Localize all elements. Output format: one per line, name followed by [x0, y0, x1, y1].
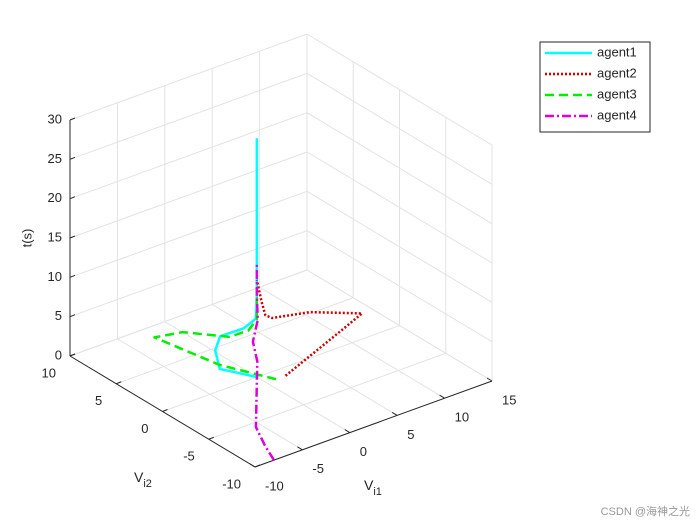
grid-line — [306, 112, 493, 225]
grid-line — [306, 33, 493, 146]
x-axis — [254, 380, 493, 468]
z-axis-label: t(s) — [19, 229, 34, 248]
grid-line — [116, 297, 354, 385]
legend-label: agent4 — [597, 107, 637, 122]
y-tick — [116, 381, 122, 385]
grid-line — [69, 112, 308, 200]
series-line — [251, 264, 276, 461]
x-tick — [249, 463, 256, 468]
z-tick — [69, 156, 76, 160]
y-tick — [69, 353, 76, 357]
x-tick-label: -5 — [312, 461, 324, 476]
x-tick-label: 15 — [502, 392, 516, 407]
grid-line — [306, 190, 493, 303]
x-tick-label: -10 — [265, 478, 284, 493]
z-tick-label: 5 — [55, 308, 62, 323]
y-axis-label: Vi2 — [134, 469, 152, 490]
y-tick-label: 5 — [95, 393, 102, 408]
series-line — [255, 279, 364, 377]
series-line — [213, 138, 259, 379]
grid-line — [306, 230, 493, 343]
z-tick-label: 0 — [55, 347, 62, 362]
y-tick-label: 10 — [42, 365, 56, 380]
y-tick — [208, 436, 214, 440]
x-tick — [486, 377, 493, 382]
legend-label: agent2 — [597, 65, 637, 80]
y-tick — [254, 464, 261, 468]
z-tick — [69, 314, 76, 318]
z-tick-label: 15 — [48, 229, 62, 244]
grid-line — [69, 269, 308, 357]
z-tick — [69, 274, 76, 278]
y-tick — [162, 409, 168, 412]
grid-line — [69, 72, 308, 160]
y-tick-label: -10 — [222, 476, 241, 491]
grid-line — [306, 151, 493, 264]
z-tick-label: 30 — [48, 111, 62, 126]
y-axis-label-sub: i2 — [143, 478, 152, 490]
grid-line — [69, 151, 308, 239]
grid-line — [306, 72, 493, 185]
x-tick-label: 0 — [360, 444, 367, 459]
x-axis-label-base: V — [364, 477, 374, 493]
x-tick — [297, 446, 303, 451]
grid-line — [69, 190, 308, 278]
x-tick-label: 5 — [407, 427, 414, 442]
grid-line — [306, 269, 493, 382]
z-tick-label: 25 — [48, 151, 62, 166]
z-tick-label: 20 — [48, 190, 62, 205]
y-tick-label: -5 — [183, 449, 195, 464]
watermark: CSDN @海神之光 — [601, 504, 690, 518]
y-tick-label: 0 — [141, 421, 148, 436]
grid-line — [162, 325, 400, 412]
y-axis-label-base: V — [134, 469, 144, 485]
legend-label: agent1 — [597, 44, 637, 59]
z-tick-label: 10 — [48, 269, 62, 284]
x-axis-label: Vi1 — [364, 477, 382, 498]
grid-line — [208, 352, 446, 440]
x-tick — [344, 429, 351, 434]
z-tick — [69, 235, 76, 239]
grid-line — [69, 230, 308, 318]
x-tick-label: 10 — [455, 410, 469, 425]
z-tick — [69, 196, 76, 200]
z-tick — [69, 117, 76, 121]
x-tick — [391, 411, 398, 416]
grid-line — [69, 33, 308, 121]
x-tick — [439, 394, 445, 399]
legend-label: agent3 — [597, 86, 637, 101]
x-axis-label-sub: i1 — [373, 486, 382, 498]
